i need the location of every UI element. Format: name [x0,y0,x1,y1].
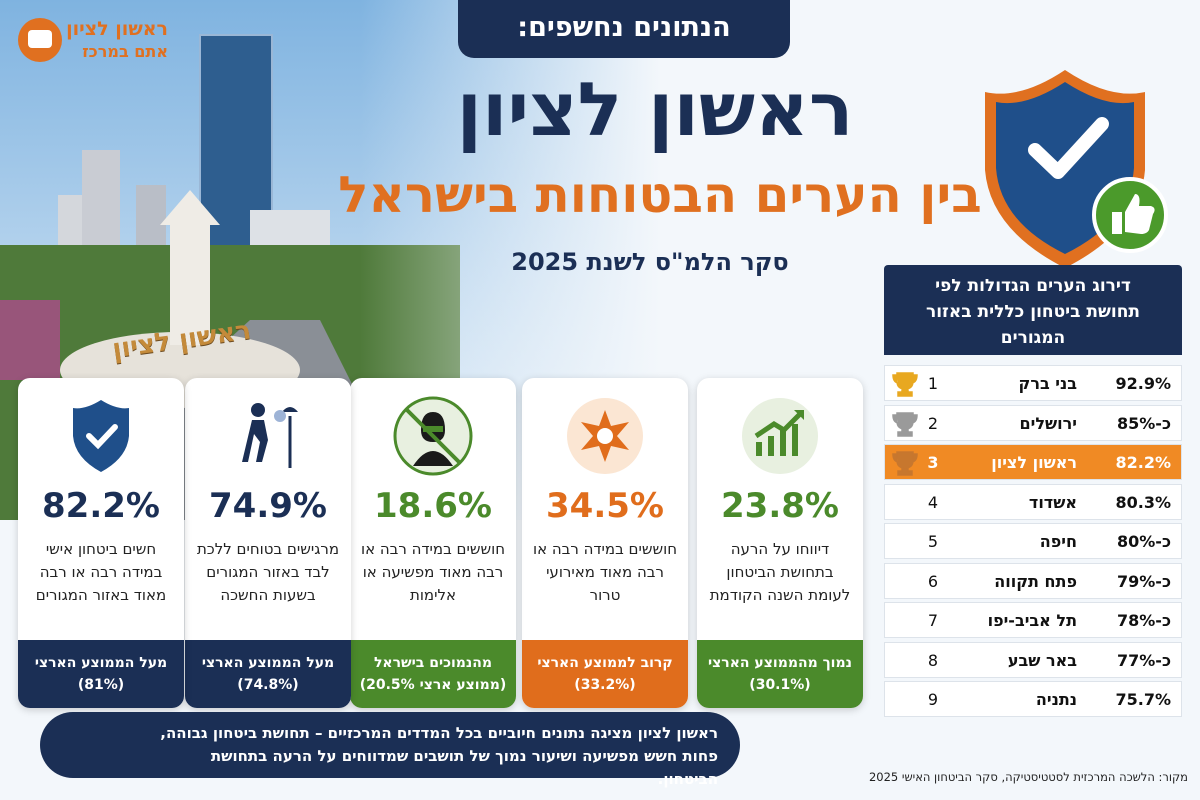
card-footer-note: (33.2%) [574,677,636,693]
city-name: ראשון לציון [991,453,1077,472]
ranking-row: 4 אשדוד 80.3% [884,483,1182,520]
ranking-row: 2 ירושלים כ-85% [884,404,1182,441]
city-value: כ-85% [1117,413,1171,433]
rank-number: 9 [927,690,939,709]
city-value: כ-77% [1117,650,1171,670]
card-value: 74.9% [209,486,327,526]
card-footer: מעל הממוצע הארצי (74.8%) [185,640,351,708]
trophy-icon [892,411,918,437]
trophy-icon [892,451,918,476]
card-icon [567,398,643,474]
survey-label: סקר הלמ"ס לשנת 2025 [511,248,789,276]
city-name: אשדוד [1028,492,1077,512]
logo-tagline: אתם במרכז [82,42,168,61]
stat-card: 74.9% מרגישים בטוחים ללכת לבד באזור המגור… [185,378,351,708]
stat-card: 34.5% חוששים במידה רבה או רבה מאוד מאירוע… [522,378,688,708]
trophy-icon [892,372,918,397]
card-icon [742,398,818,474]
card-value: 34.5% [546,486,664,526]
city-name: בני ברק [1018,374,1077,393]
logo: ראשון לציון אתם במרכז [18,16,168,66]
card-value: 23.8% [721,486,839,526]
city-name: תל אביב-יפו [987,611,1077,630]
city-value: כ-78% [1117,611,1171,630]
main-title: ראשון לציון [456,67,854,153]
card-footer-label: מעל הממוצע הארצי [34,655,168,671]
rank-number: 8 [927,650,939,670]
city-value: כ-79% [1117,571,1171,591]
card-footer-note: (ממוצע ארצי 20.5%) [359,677,507,693]
city-value: 80.3% [1115,492,1171,512]
card-footer-label: מהנמוכים בישראל [373,655,493,671]
ranking-row: 9 נתניה 75.7% [884,681,1182,717]
card-icon [393,396,473,476]
ranking-row: 8 באר שבע כ-77% [884,641,1182,678]
city-name: חיפה [1039,532,1077,551]
city-name: נתניה [1035,690,1077,709]
card-text: חשים ביטחון אישי במידה רבה או רבה מאוד ב… [35,540,167,604]
card-footer: מעל הממוצע הארצי (81%) [18,640,184,708]
ranking-row: 1 בני ברק 92.9% [884,365,1182,401]
city-value: כ-80% [1117,532,1171,551]
rank-number: 7 [927,611,939,630]
stat-card: 23.8% דיווחו על הרעה בתחושת הביטחון לעומת… [697,378,863,708]
ranking-title: דירוג הערים הגדולות לפי תחושת ביטחון כלל… [884,265,1182,355]
card-footer-label: קרוב לממוצע הארצי [537,655,673,671]
card-footer: נמוך מהממוצע הארצי (30.1%) [697,640,863,708]
card-value: 82.2% [42,486,160,526]
subtitle: בין הערים הבטוחות בישראל [338,166,982,224]
card-footer-note: (81%) [77,677,125,693]
ranking-row: 3 ראשון לציון 82.2% [884,444,1182,480]
card-value: 18.6% [374,486,492,526]
ranking-row: 7 תל אביב-יפו כ-78% [884,602,1182,638]
summary-note: ראשון לציון מציגה נתונים חיוביים בכל המד… [40,712,740,788]
shield-icon [985,70,1168,268]
header-badge: הנתונים נחשפים: [458,0,790,58]
ranking-row: 6 פתח תקווה כ-79% [884,562,1182,599]
rank-number: 3 [927,453,939,472]
card-text: מרגישים בטוחים ללכת לבד באזור המגורים בש… [196,540,340,604]
card-text: חוששים במידה רבה או רבה מאוד מאירועי טרו… [532,540,677,604]
stat-card: 82.2% חשים ביטחון אישי במידה רבה או רבה מ… [18,378,184,708]
city-name: באר שבע [1007,650,1077,670]
city-value: 82.2% [1115,453,1171,472]
rank-number: 1 [927,374,939,393]
card-icon [242,403,298,468]
rank-number: 5 [927,532,939,551]
card-footer: קרוב לממוצע הארצי (33.2%) [522,640,688,708]
stat-card: 18.6% חוששים במידה רבה או רבה מאוד מפשיעה… [350,378,516,708]
city-value: 92.9% [1115,374,1171,393]
card-text: דיווחו על הרעה בתחושת הביטחון לעומת השנה… [709,540,851,604]
city-value: 75.7% [1115,690,1171,709]
card-footer-label: נמוך מהממוצע הארצי [708,655,852,671]
city-name: ירושלים [1019,413,1078,433]
card-icon [73,400,129,472]
logo-name: ראשון לציון [66,18,168,40]
source: מקור: הלשכה המרכזית לסטטיסטיקה, סקר הביט… [868,770,1188,784]
rank-number: 6 [927,571,939,591]
card-footer: מהנמוכים בישראל (ממוצע ארצי 20.5%) [350,640,516,708]
rank-number: 4 [927,492,939,512]
city-name: פתח תקווה [994,571,1077,591]
ranking-panel: דירוג הערים הגדולות לפי תחושת ביטחון כלל… [884,265,1182,720]
card-text: חוששים במידה רבה או רבה מאוד מפשיעה או א… [360,540,505,604]
card-footer-note: (30.1%) [749,677,811,693]
card-footer-note: (74.8%) [237,677,299,693]
ranking-row: 5 חיפה כ-80% [884,523,1182,559]
card-footer-label: מעל הממוצע הארצי [201,655,335,671]
rank-number: 2 [927,413,939,433]
